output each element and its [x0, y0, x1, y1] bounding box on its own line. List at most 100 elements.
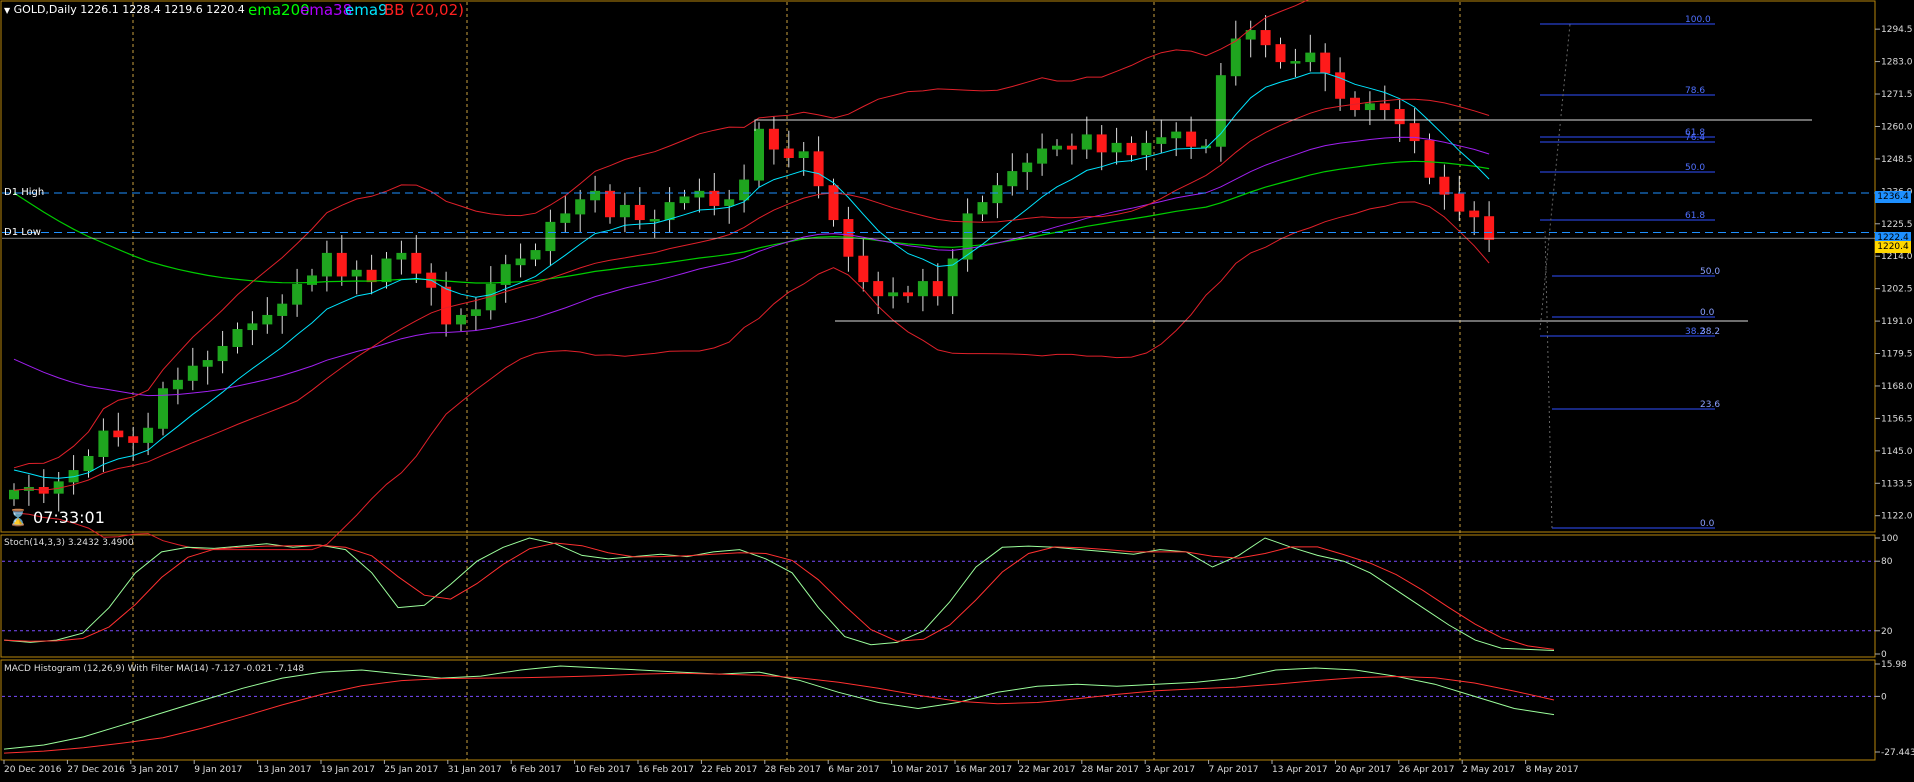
main-panel-frame [0, 0, 1876, 533]
candle-body-53 [798, 151, 809, 158]
fib-lower-label-2: 38.2 [1700, 327, 1720, 337]
ema38-line [13, 136, 1490, 397]
fib-upper-trend [1539, 23, 1571, 331]
fib-lower-label-0: 50.0 [1700, 267, 1720, 277]
candle-body-87 [1305, 52, 1316, 63]
candle-body-52 [783, 148, 794, 158]
candle-body-58 [873, 281, 884, 297]
ohlc-values: 1226.1 1228.4 1219.6 1220.4 [80, 3, 245, 16]
y-tick-label-4: 1248.5 [1881, 155, 1913, 165]
stoch-tick-label-1: 80 [1881, 557, 1893, 567]
bb-upper-line [13, 0, 1309, 469]
ema9-line [13, 72, 1490, 479]
candle-body-62 [932, 281, 943, 297]
candle-body-57 [858, 255, 869, 283]
candle-body-17 [262, 314, 273, 325]
x-tick-label-6: 25 Jan 2017 [384, 765, 438, 775]
candle-body-19 [292, 283, 303, 305]
x-tick-label-23: 2 May 2017 [1462, 765, 1515, 775]
fib-upper-label-1: 78.6 [1685, 86, 1705, 96]
candle-body-98 [1469, 210, 1480, 218]
candle-body-30 [456, 314, 466, 325]
candle-body-84 [1260, 30, 1271, 46]
candle-body-51 [768, 128, 779, 150]
candle-body-49 [739, 179, 750, 201]
y-tick-label-2: 1271.5 [1881, 90, 1913, 100]
candle-body-50 [754, 128, 764, 181]
x-tick-label-11: 22 Feb 2017 [701, 765, 757, 775]
stoch-panel-frame [0, 534, 1876, 658]
candle-body-67 [1007, 171, 1018, 187]
candle-body-54 [813, 151, 824, 187]
fib-lower-label-3: 23.6 [1700, 400, 1720, 410]
symbol-label: GOLD,Daily [13, 3, 77, 16]
y-tick-label-0: 1294.5 [1881, 25, 1913, 35]
candle-body-9 [143, 427, 154, 443]
current-price-tag: 1220.4 [1875, 241, 1911, 253]
y-tick-label-14: 1133.5 [1881, 479, 1913, 489]
candle-body-0 [9, 489, 19, 500]
fib-lower-label-4: 0.0 [1700, 519, 1715, 529]
candle-body-25 [381, 258, 392, 283]
candle-body-43 [649, 219, 660, 222]
symbol-header: ▼ GOLD,Daily 1226.1 1228.4 1219.6 1220.4 [4, 3, 245, 16]
x-tick-label-7: 31 Jan 2017 [448, 765, 502, 775]
candle-body-23 [351, 269, 362, 277]
candle-body-85 [1275, 44, 1286, 63]
candle-body-40 [605, 190, 615, 218]
candle-body-94 [1409, 123, 1420, 142]
candle-body-89 [1335, 72, 1346, 99]
y-tick-label-10: 1179.5 [1881, 350, 1913, 360]
candle-body-63 [947, 258, 958, 297]
ema200-label: ema200 [248, 1, 310, 19]
y-tick-label-6: 1225.5 [1881, 220, 1913, 230]
candle-body-86 [1290, 61, 1301, 64]
candle-body-88 [1320, 52, 1331, 74]
candle-body-22 [336, 252, 347, 277]
stoch-tick-label-0: 100 [1881, 534, 1898, 544]
bb-label: BB (20,02) [384, 1, 464, 19]
dropdown-icon[interactable]: ▼ [4, 6, 11, 15]
x-tick-label-4: 13 Jan 2017 [258, 765, 312, 775]
candle-body-91 [1364, 103, 1375, 111]
candle-body-69 [1037, 148, 1048, 164]
candle-body-29 [441, 286, 452, 325]
candle-body-4 [68, 470, 79, 483]
x-tick-label-14: 10 Mar 2017 [892, 765, 949, 775]
candle-body-55 [828, 185, 839, 221]
candle-body-15 [232, 329, 243, 347]
fib-upper-label-3: 61.8 [1685, 128, 1705, 138]
x-tick-label-1: 27 Dec 2016 [67, 765, 125, 775]
fib-upper-label-5: 61.8 [1685, 211, 1705, 221]
x-tick-label-22: 26 Apr 2017 [1399, 765, 1455, 775]
candle-body-99 [1484, 216, 1495, 240]
x-tick-label-16: 22 Mar 2017 [1018, 765, 1075, 775]
candle-body-68 [1022, 162, 1033, 173]
x-tick-label-15: 16 Mar 2017 [955, 765, 1012, 775]
candle-body-14 [217, 345, 228, 362]
countdown-timer: ⌛ 07:33:01 [8, 508, 105, 527]
x-tick-label-9: 10 Feb 2017 [575, 765, 631, 775]
x-tick-label-10: 16 Feb 2017 [638, 765, 694, 775]
candle-body-48 [724, 199, 735, 206]
candle-body-13 [202, 360, 213, 367]
candle-body-16 [247, 323, 258, 331]
candle-body-11 [172, 379, 183, 390]
candle-body-10 [158, 388, 168, 429]
candle-body-92 [1379, 103, 1390, 111]
stoch-tick-label-2: 20 [1881, 627, 1893, 637]
stoch-label: Stoch(14,3,3) 3.2432 3.4900 [4, 538, 134, 548]
candle-body-93 [1394, 109, 1405, 125]
x-tick-label-21: 20 Apr 2017 [1335, 765, 1391, 775]
stoch-tick-label-3: 0 [1881, 650, 1887, 660]
bb-lower-line [13, 201, 1490, 551]
candle-body-66 [992, 185, 1003, 204]
x-tick-label-17: 28 Mar 2017 [1082, 765, 1139, 775]
x-tick-label-8: 6 Feb 2017 [511, 765, 561, 775]
candle-body-33 [500, 264, 511, 285]
d1-high-label: D1 High [4, 187, 45, 198]
candle-body-70 [1052, 145, 1062, 150]
ema9-label: ema9 [345, 1, 388, 19]
